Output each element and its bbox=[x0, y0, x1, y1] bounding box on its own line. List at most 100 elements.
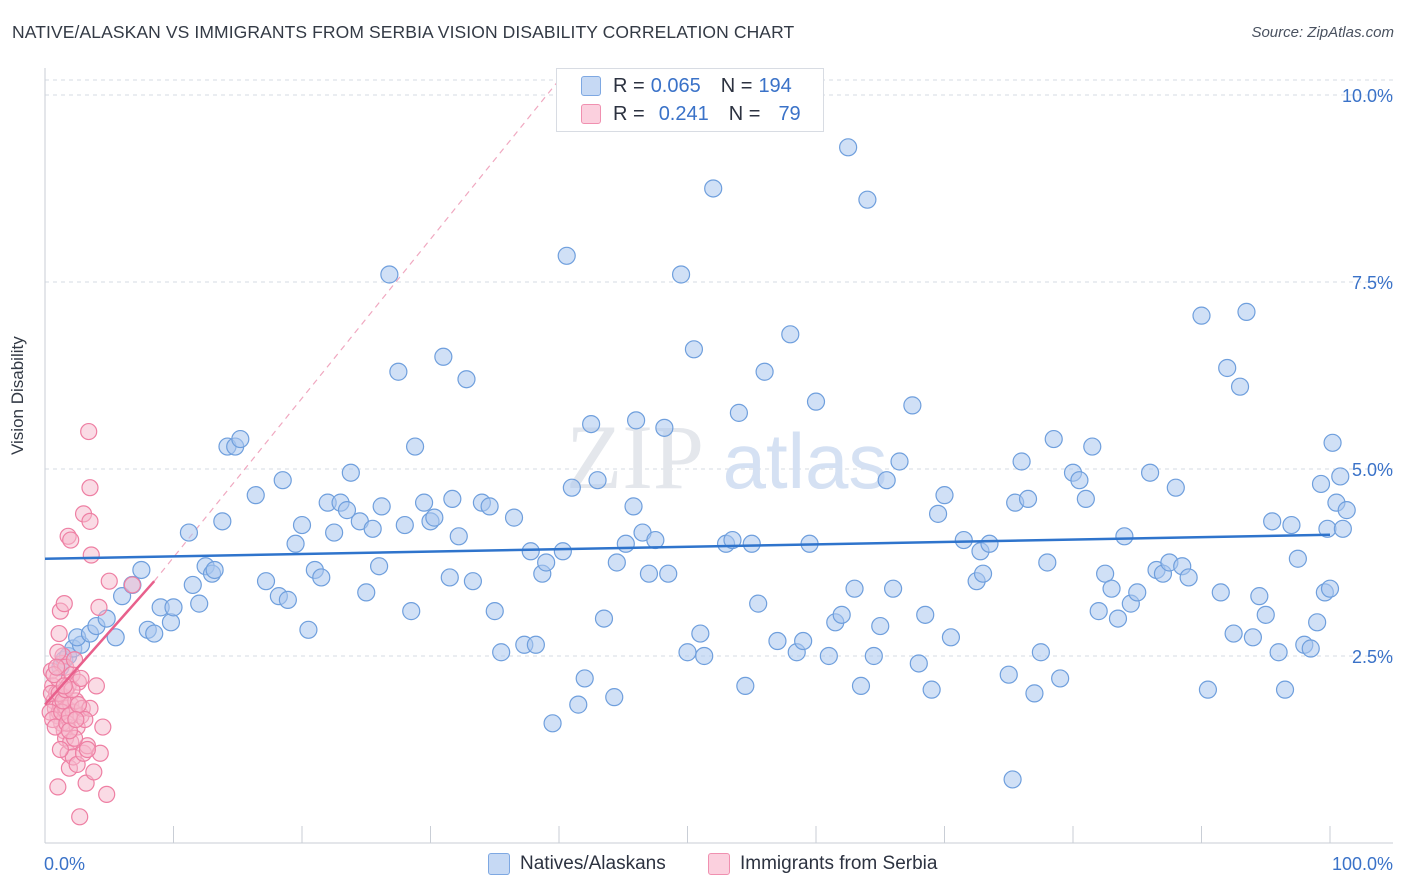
serbia-point bbox=[50, 624, 68, 643]
serbia-point bbox=[81, 512, 99, 530]
natives-point bbox=[659, 564, 678, 583]
natives-point bbox=[729, 403, 749, 422]
legend-n-label: N = bbox=[728, 102, 761, 125]
natives-point bbox=[372, 497, 391, 516]
natives-point bbox=[1337, 501, 1356, 520]
natives-point bbox=[106, 628, 125, 647]
serbia-point bbox=[87, 677, 106, 695]
serbia-point bbox=[80, 422, 98, 441]
natives-point bbox=[1038, 553, 1057, 572]
natives-point bbox=[1198, 680, 1218, 699]
serbia-point bbox=[82, 546, 100, 564]
natives-point bbox=[1237, 302, 1256, 321]
natives-point bbox=[485, 602, 504, 621]
natives-point bbox=[463, 572, 483, 591]
natives-point bbox=[526, 635, 545, 654]
natives-point bbox=[370, 557, 389, 576]
legend-swatch-natives bbox=[581, 76, 601, 96]
natives-point bbox=[575, 669, 594, 688]
y-tick-label: 2.5% bbox=[1352, 647, 1393, 667]
natives-point bbox=[616, 534, 635, 553]
natives-point bbox=[145, 624, 164, 643]
natives-point bbox=[749, 594, 768, 613]
natives-point bbox=[973, 564, 993, 583]
natives-point bbox=[1230, 377, 1250, 396]
natives-point bbox=[1108, 609, 1128, 628]
natives-point bbox=[941, 628, 961, 647]
watermark-atlas: atlas bbox=[723, 417, 888, 505]
serbia-points bbox=[41, 422, 141, 826]
serbia-point bbox=[72, 669, 90, 688]
legend-swatch-serbia bbox=[581, 104, 601, 124]
natives-point bbox=[161, 613, 181, 632]
natives-point bbox=[954, 530, 973, 550]
natives-point bbox=[1224, 624, 1243, 643]
natives-point bbox=[480, 497, 499, 516]
natives-point bbox=[337, 501, 357, 520]
natives-point bbox=[605, 688, 624, 707]
natives-point bbox=[742, 534, 761, 553]
natives-point bbox=[414, 493, 434, 512]
natives-point bbox=[1301, 639, 1320, 658]
serbia-point bbox=[49, 778, 67, 796]
natives-point bbox=[312, 568, 331, 587]
natives-point bbox=[1333, 519, 1352, 538]
natives-point bbox=[1076, 489, 1095, 509]
natives-point bbox=[1211, 583, 1230, 602]
natives-point bbox=[205, 560, 224, 580]
bottom-legend-label-natives: Natives/Alaskans bbox=[520, 853, 666, 874]
natives-point bbox=[562, 478, 581, 497]
natives-point bbox=[909, 654, 928, 673]
natives-point bbox=[582, 414, 601, 434]
natives-point bbox=[190, 594, 209, 613]
natives-point bbox=[832, 605, 851, 624]
natives-point bbox=[928, 504, 948, 523]
natives-point bbox=[363, 519, 382, 538]
natives-point bbox=[402, 602, 421, 621]
serbia-point bbox=[51, 740, 70, 759]
tick-labels: 2.5% 5.0% 7.5% 10.0% 0.0% 100.0% bbox=[44, 86, 1393, 874]
natives-point bbox=[1311, 474, 1331, 494]
natives-point bbox=[553, 542, 572, 561]
trend-lines bbox=[44, 533, 1331, 706]
natives-point bbox=[877, 471, 896, 490]
natives-point bbox=[723, 530, 742, 550]
natives-point bbox=[521, 542, 540, 561]
x-tick-label-start: 0.0% bbox=[44, 854, 85, 874]
natives-point bbox=[864, 646, 883, 666]
y-tick-label: 10.0% bbox=[1342, 86, 1393, 106]
natives-point bbox=[256, 572, 276, 591]
serbia-trend-extension bbox=[153, 79, 560, 582]
natives-point bbox=[179, 523, 199, 542]
source-label: Source: ZipAtlas.com bbox=[1251, 24, 1394, 41]
legend-n-value: 79 bbox=[778, 102, 801, 125]
natives-point bbox=[278, 590, 297, 609]
bottom-legend-swatch-serbia bbox=[708, 853, 730, 875]
correlation-legend: R = 0.065 N = 194 R = 0.241 N = 79 bbox=[556, 68, 824, 132]
natives-point bbox=[286, 534, 305, 553]
natives-point bbox=[569, 695, 588, 714]
natives-point bbox=[678, 643, 697, 662]
natives-point bbox=[1115, 527, 1134, 546]
natives-point bbox=[858, 190, 877, 209]
serbia-point bbox=[65, 651, 84, 669]
serbia-point bbox=[69, 696, 88, 714]
natives-point bbox=[1051, 669, 1070, 688]
natives-point bbox=[273, 471, 292, 490]
natives-point bbox=[736, 676, 755, 696]
natives-point bbox=[594, 609, 614, 628]
natives-point bbox=[691, 624, 710, 643]
serbia-point bbox=[55, 677, 73, 695]
natives-point bbox=[980, 534, 999, 553]
natives-point bbox=[425, 508, 444, 527]
natives-point bbox=[164, 598, 183, 617]
natives-point bbox=[457, 370, 476, 389]
natives-point bbox=[1331, 467, 1350, 486]
natives-point bbox=[341, 463, 360, 482]
natives-point bbox=[299, 620, 318, 639]
natives-point bbox=[1018, 489, 1038, 509]
natives-point bbox=[903, 396, 922, 415]
natives-point bbox=[1179, 568, 1198, 587]
natives-point bbox=[357, 583, 376, 602]
serbia-point bbox=[47, 658, 66, 676]
